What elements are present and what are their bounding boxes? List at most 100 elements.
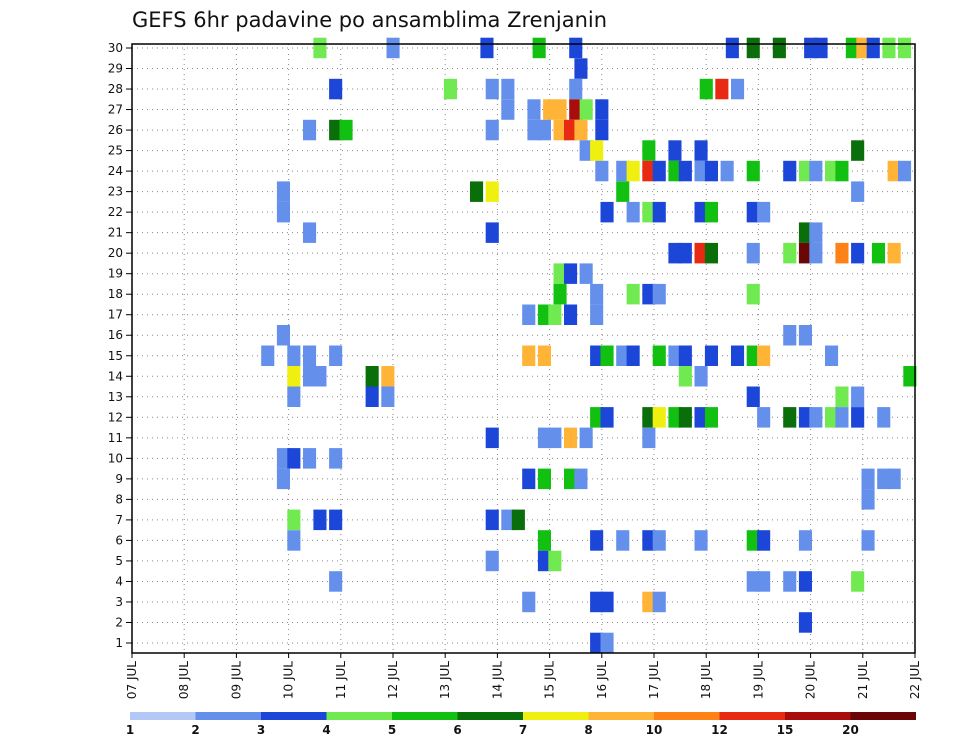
heatmap-cell [626,283,640,305]
heatmap-cell [704,345,718,366]
x-tick-label: 15 JUL [543,661,557,699]
heatmap-cell [668,407,682,428]
heatmap-cell [866,37,880,59]
heatmap-cell [871,242,885,264]
heatmap-cell [626,201,640,223]
heatmap-cell [548,304,562,325]
heatmap-cell [287,530,301,551]
y-tick-label: 12 [108,410,123,424]
y-axis: 1234567891011121314151617181920212223242… [108,41,132,650]
heatmap-cell [798,242,812,264]
heatmap-cell [668,160,682,182]
legend-label: 7 [519,723,527,737]
x-tick-label: 11 JUL [334,661,348,699]
heatmap-cell [704,201,718,223]
heatmap-cell [783,160,797,182]
x-tick-label: 17 JUL [647,661,661,699]
heatmap-cell [590,591,604,613]
legend-label: 12 [711,723,728,737]
legend-label: 6 [453,723,461,737]
y-tick-label: 18 [108,287,123,301]
heatmap-cell [798,571,812,592]
heatmap-cell [835,160,849,182]
heatmap-cell [652,530,666,551]
heatmap-cell [501,509,515,531]
x-axis: 07 JUL 08 JUL 09 JUL 10 JUL 11 JUL 12 JUL 13 J… [125,653,922,699]
heatmap-cell [757,407,771,428]
y-tick-label: 29 [108,62,123,76]
heatmap-cell [851,181,865,202]
heatmap-cell [569,37,583,59]
heatmap-cell [553,99,567,120]
heatmap-cell [678,345,692,366]
heatmap-cell [287,448,301,469]
heatmap-cell [642,407,656,428]
heatmap-cell [537,530,551,551]
heatmap-cell [652,160,666,182]
heatmap-cell [903,366,917,387]
heatmap-cell [595,99,609,120]
heatmap-cell [522,345,536,366]
x-tick-label: 09 JUL [229,661,243,699]
heatmap-cell [537,550,551,572]
y-tick-label: 28 [108,82,123,96]
heatmap-cell [851,242,865,264]
heatmap-cell [809,222,823,243]
y-tick-label: 15 [108,349,123,363]
heatmap-cell [757,345,771,366]
heatmap-cell [783,242,797,264]
heatmap-cell [569,78,583,100]
heatmap-cell [553,119,567,141]
heatmap-cell [851,407,865,428]
y-tick-label: 5 [115,554,123,568]
legend-swatch [654,712,720,720]
heatmap-cell [652,591,666,613]
heatmap-cell [898,37,912,59]
heatmap-cell [600,591,614,613]
heatmap-cell [642,427,656,449]
heatmap-cell [564,427,578,449]
heatmap-cell [809,407,823,428]
heatmap-cell [678,366,692,387]
x-tick-label: 21 JUL [856,661,870,699]
heatmap-cell [746,345,760,366]
heatmap-cell [642,160,656,182]
heatmap-cell [480,37,494,59]
y-tick-label: 21 [108,226,123,240]
heatmap-cell [579,99,593,120]
x-tick-label: 12 JUL [386,661,400,699]
heatmap-cell [287,345,301,366]
heatmap-cell [642,530,656,551]
heatmap-cell [704,160,718,182]
heatmap-cell [287,366,301,387]
heatmap-cell [642,140,656,161]
y-tick-label: 14 [108,369,123,383]
heatmap-cell [574,468,588,490]
heatmap-cell [694,366,708,387]
heatmap-cell [537,119,551,141]
legend-swatch [261,712,327,720]
heatmap-cell [303,366,317,387]
x-tick-label: 20 JUL [804,661,818,699]
y-tick-label: 9 [115,472,123,486]
legend-swatch [392,712,458,720]
heatmap-cell [798,325,812,346]
heatmap-cell [564,263,578,284]
heatmap-cell [668,242,682,264]
heatmap-cell [537,345,551,366]
heatmap-cell [590,283,604,305]
y-tick-label: 26 [108,123,123,137]
heatmap-cell [276,468,290,490]
heatmap-cell [825,407,839,428]
heatmap-cell [898,160,912,182]
y-tick-label: 30 [108,41,123,55]
heatmap-cell [678,160,692,182]
heatmap-cell [485,222,499,243]
heatmap-cell [861,489,875,510]
heatmap-cell [600,407,614,428]
legend-label: 4 [322,723,330,737]
heatmap-cell [485,78,499,100]
heatmap-cell [887,160,901,182]
heatmap-cell [527,99,541,120]
